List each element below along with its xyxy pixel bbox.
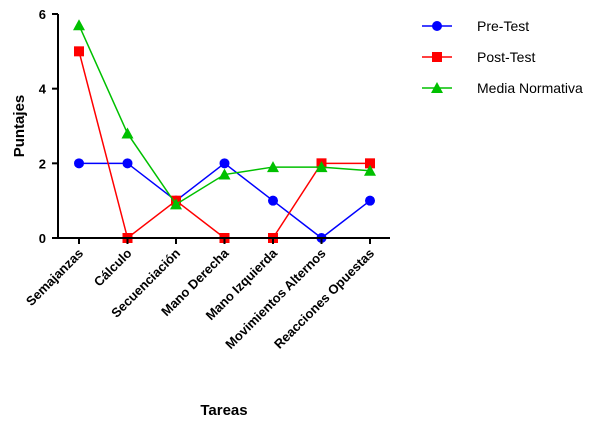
legend-label: Media Normativa [477, 80, 583, 96]
legend-marker [432, 21, 442, 31]
data-point [74, 158, 84, 169]
data-point [315, 161, 328, 173]
data-point [219, 158, 230, 169]
plot-area [73, 19, 376, 243]
data-point [121, 127, 134, 139]
data-point [268, 195, 278, 206]
data-point [365, 195, 375, 206]
x-tick-label: Reacciones Opuestas [271, 246, 377, 352]
data-point [170, 198, 182, 210]
x-axis-title: Tareas [200, 402, 247, 419]
data-point [122, 158, 133, 169]
data-point [365, 158, 375, 169]
x-tick-label: Cálculo [91, 245, 135, 289]
legend-label: Pre-Test [477, 18, 529, 34]
y-tick-label: 6 [39, 7, 46, 22]
legend-marker [432, 52, 442, 62]
x-tick-label: Semajanzas [23, 246, 86, 309]
data-point [73, 19, 85, 31]
y-axis-title: Puntajes [11, 95, 28, 158]
data-point [267, 161, 279, 173]
y-tick-label: 2 [39, 156, 46, 171]
data-point [364, 164, 376, 176]
legend: Pre-Test Post-Test Media Normativa [422, 18, 583, 96]
y-tick-label: 0 [39, 231, 46, 246]
data-point [74, 46, 84, 57]
series-line-1 [78, 51, 370, 240]
y-tick-label: 4 [39, 82, 47, 97]
legend-marker [431, 82, 443, 93]
data-point [218, 168, 231, 180]
legend-label: Post-Test [477, 49, 535, 65]
